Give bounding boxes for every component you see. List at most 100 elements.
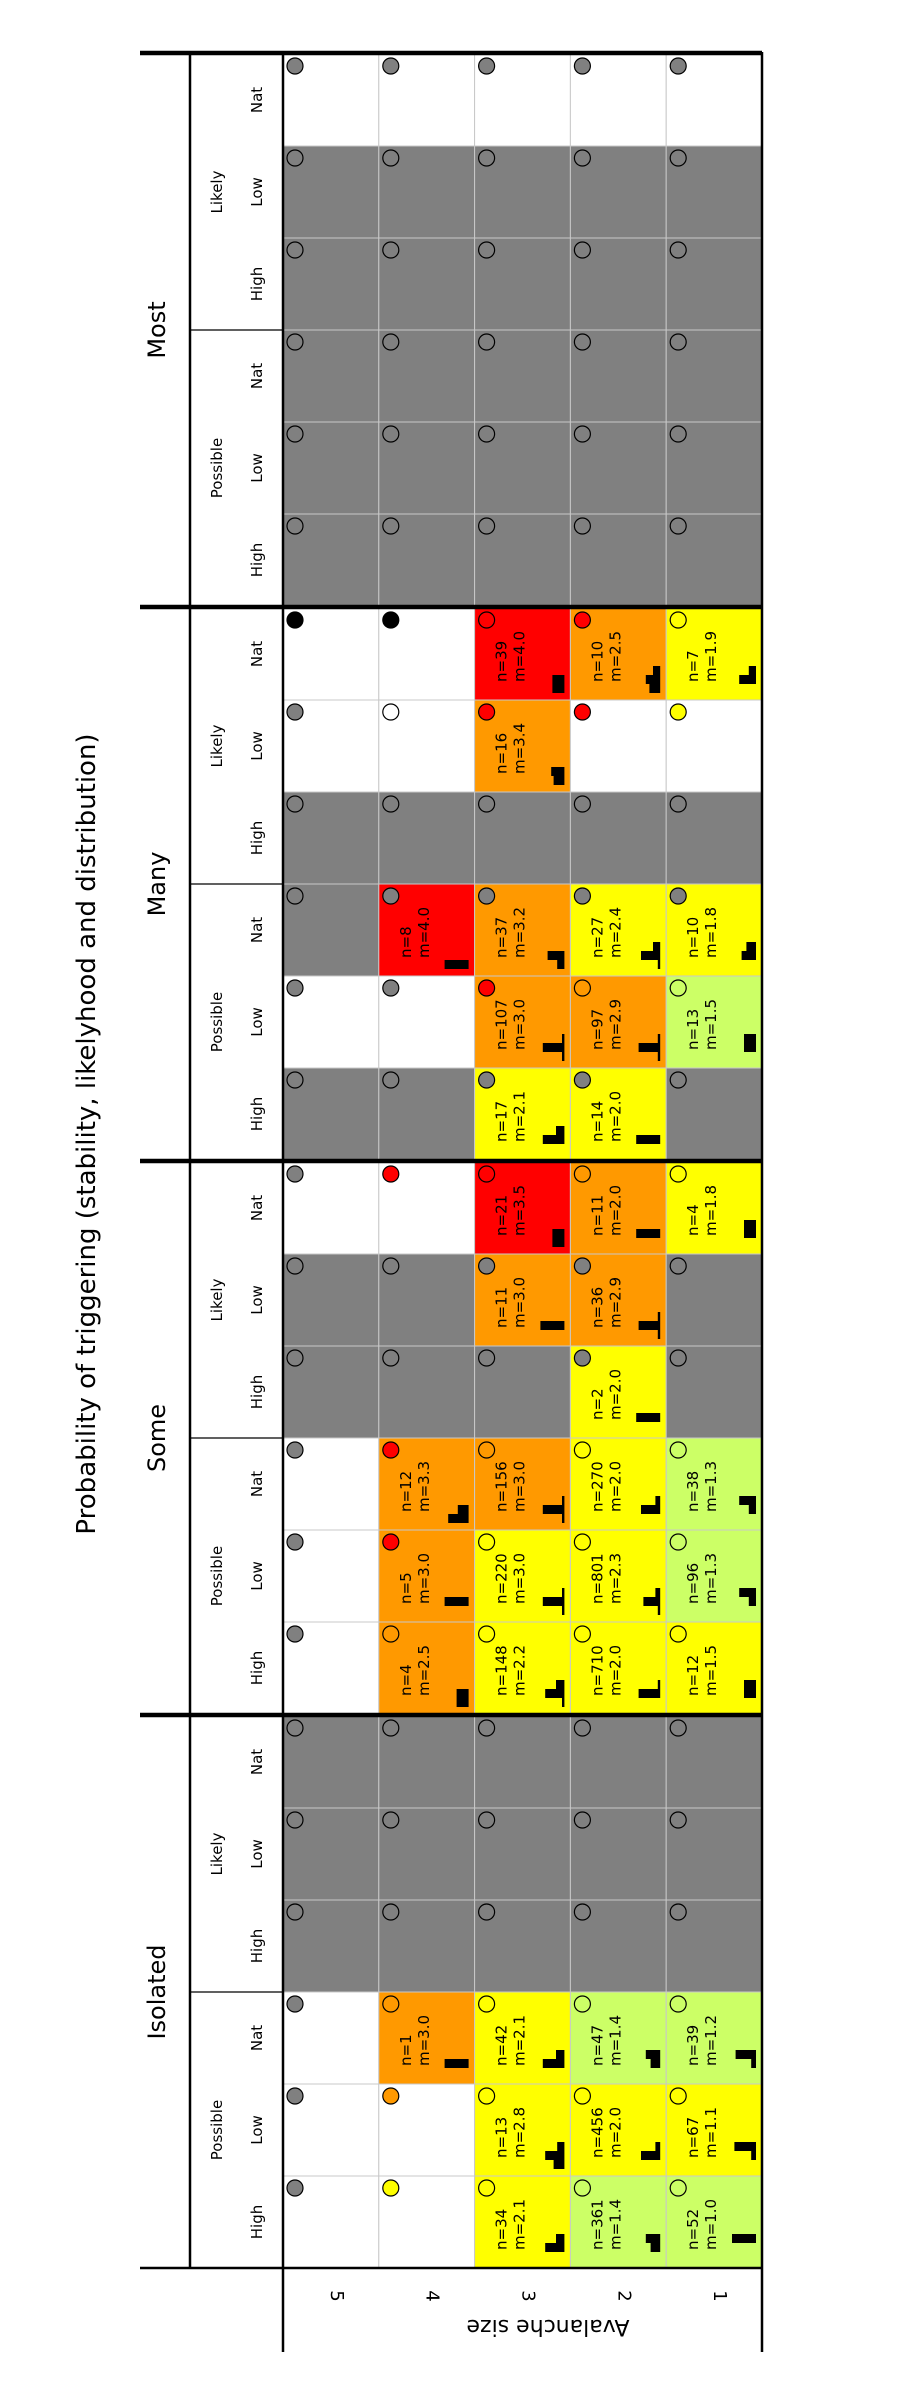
stability-circle (669, 979, 687, 997)
cell-count: n=10 (588, 641, 606, 682)
cell-mean: m=3.2 (511, 907, 529, 958)
histogram-bar (751, 2151, 756, 2160)
cell-mean: m=1.0 (702, 2199, 720, 2250)
stability-label: Low (248, 1839, 266, 1869)
cell (665, 1807, 763, 1901)
stability-circle (286, 1719, 304, 1737)
cell (378, 329, 476, 423)
stability-circle (382, 1995, 400, 2013)
cell-mean: m=2.4 (606, 907, 624, 958)
stability-circle (669, 1441, 687, 1459)
stability-circle (669, 425, 687, 443)
histogram-bar (542, 1505, 565, 1514)
histogram-bar (552, 684, 565, 693)
histogram-bar (556, 1126, 565, 1135)
stability-label: High (248, 543, 266, 577)
cell-count: n=14 (588, 1101, 606, 1142)
cell (378, 421, 476, 515)
cell (665, 2175, 763, 2269)
histogram-bar (551, 767, 565, 776)
cell-mean: m=3.0 (511, 999, 529, 1050)
cell (474, 329, 571, 423)
cell (665, 421, 763, 515)
cell (378, 791, 476, 885)
stability-circle (382, 1257, 400, 1275)
stability-circle (669, 703, 687, 721)
stability-circle (669, 149, 687, 167)
cell (474, 1437, 571, 1531)
cell (665, 1991, 763, 2085)
histogram-bar (641, 951, 661, 960)
histogram-bar (744, 1229, 756, 1238)
cell (378, 699, 476, 793)
cell-mean: m=2.3 (606, 1553, 624, 1604)
cell (569, 975, 667, 1069)
cell (282, 145, 380, 239)
cell (282, 791, 380, 885)
stability-circle (286, 2087, 304, 2105)
stability-circle (573, 703, 592, 721)
cell-count: n=2 (588, 1388, 606, 1420)
cell-mean: m=2.1 (511, 2015, 529, 2066)
stability-circle (382, 517, 400, 535)
histogram-bar (744, 1034, 756, 1043)
cell-mean: m=3.0 (415, 1553, 433, 1604)
histogram-bar (653, 942, 661, 951)
stability-circle (669, 1257, 687, 1275)
stability-circle (478, 887, 496, 905)
stability-circle (382, 611, 400, 629)
stability-circle (669, 795, 687, 813)
stability-label: Nat (248, 87, 266, 113)
cell-count: n=39 (493, 641, 511, 682)
cell-mean: m=3.5 (511, 1185, 529, 1236)
cell-count: n=67 (684, 2117, 702, 2158)
cell (665, 145, 763, 239)
stability-label: High (248, 1651, 266, 1685)
cell (282, 1067, 380, 1161)
stability-label: Low (248, 453, 266, 483)
stability-circle (573, 425, 592, 443)
cell-count: n=17 (493, 1101, 511, 1142)
histogram-bar (562, 1698, 565, 1707)
cell (569, 329, 667, 423)
stability-circle (669, 1349, 687, 1367)
stability-circle (573, 611, 592, 629)
cell (665, 975, 763, 1069)
stability-circle (382, 2179, 400, 2197)
histogram-bar (643, 1597, 661, 1606)
histogram-bar (552, 675, 565, 684)
cell (569, 1529, 667, 1623)
histogram-bar (448, 1514, 469, 1523)
histogram-bar (542, 2059, 565, 2068)
stability-label: Nat (248, 2025, 266, 2051)
cell-mean: m=2.5 (415, 1645, 433, 1696)
distribution-label: Most (143, 301, 171, 358)
cell-mean: m=4.0 (415, 907, 433, 958)
stability-label: Nat (248, 1471, 266, 1497)
stability-circle (573, 333, 592, 351)
histogram-bar (746, 942, 756, 951)
cell-mean: m=2.5 (606, 631, 624, 682)
cell (665, 237, 763, 331)
cell-count: n=97 (588, 1009, 606, 1050)
histogram-bar (655, 2142, 661, 2151)
cell (474, 513, 571, 607)
stability-circle (286, 425, 304, 443)
stability-circle (669, 1903, 687, 1921)
cell-count: n=12 (684, 1655, 702, 1696)
stability-circle (478, 333, 496, 351)
stability-label: High (248, 2205, 266, 2239)
histogram-bar (542, 1597, 565, 1606)
stability-circle (478, 241, 496, 259)
stability-label: Low (248, 731, 266, 761)
histogram-bar (545, 2151, 565, 2160)
histogram-bar (636, 1229, 661, 1238)
cell-mean: m=1.5 (702, 999, 720, 1050)
cell-count: n=38 (684, 1471, 702, 1512)
cell (378, 1991, 476, 2085)
stability-circle (478, 1349, 496, 1367)
histogram-bar (542, 1043, 565, 1052)
cell (665, 1345, 763, 1439)
cell-mean: m=3.0 (511, 1553, 529, 1604)
cell-mean: m=1.4 (606, 2015, 624, 2066)
